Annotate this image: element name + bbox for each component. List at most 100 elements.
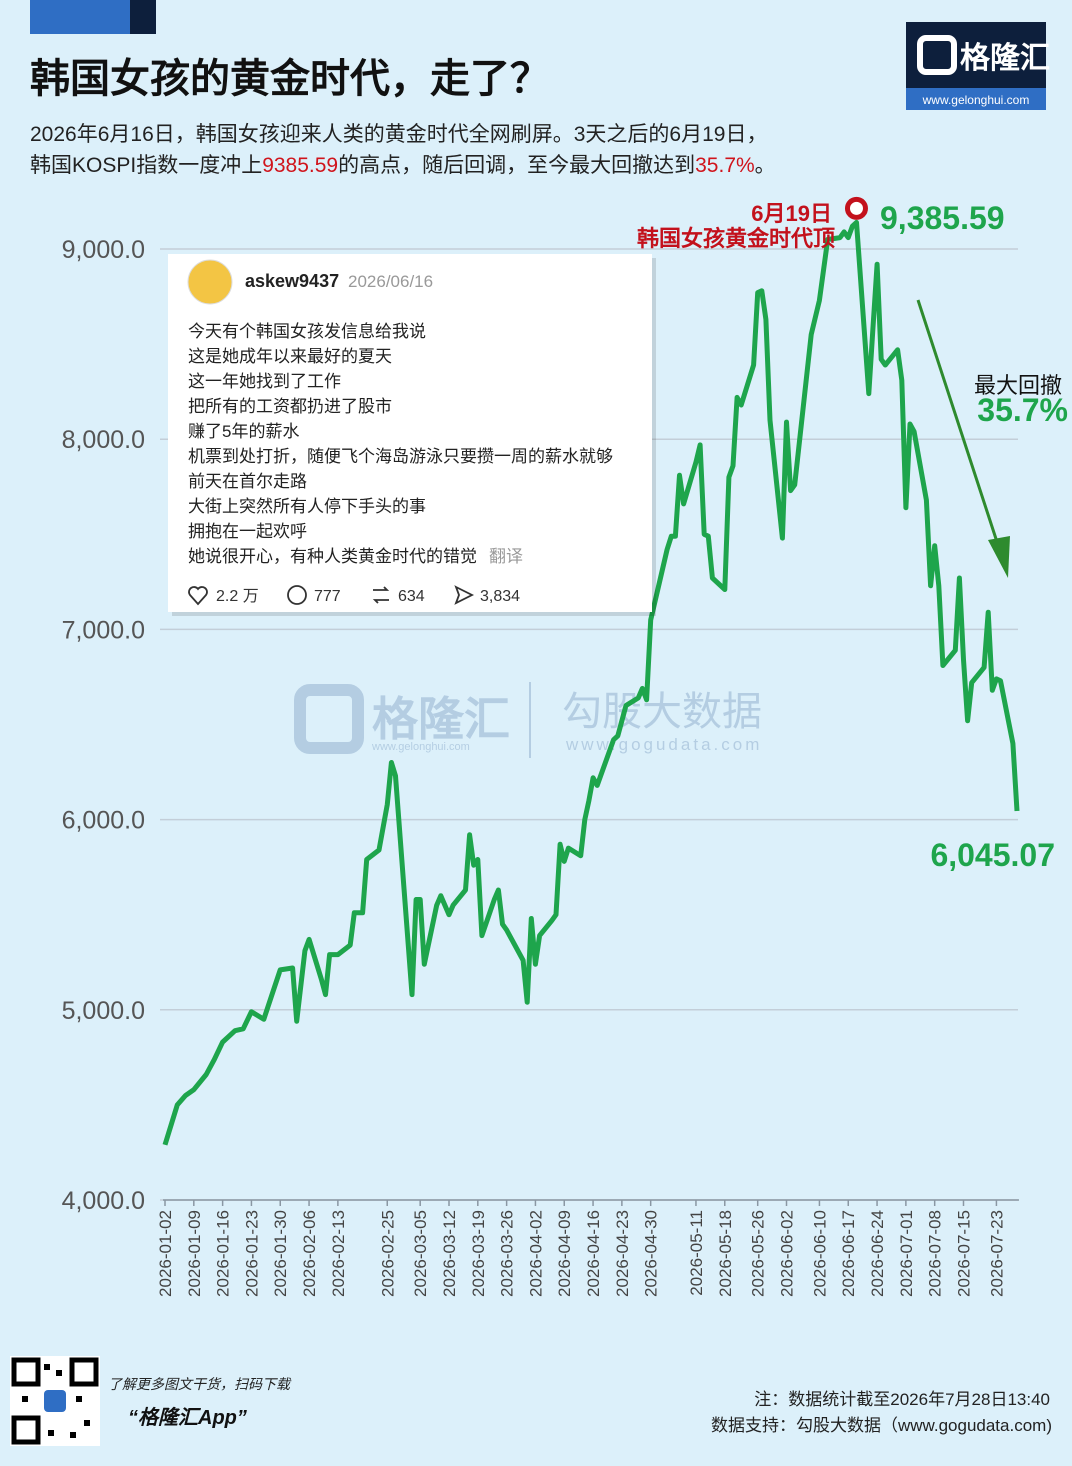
x-tick-label: 2026-03-26 bbox=[498, 1210, 517, 1297]
logo-icon bbox=[917, 35, 957, 75]
tweet-line: 赚了5年的薪水 bbox=[188, 422, 299, 441]
peak-marker bbox=[844, 196, 868, 220]
watermark-icon bbox=[294, 684, 364, 754]
tweet-translate: 翻译 bbox=[489, 547, 523, 566]
qr-finder bbox=[11, 1357, 41, 1387]
tweet-stat: 634 bbox=[398, 588, 425, 605]
footer-promo: 了解更多图文干货，扫码下载 bbox=[108, 1376, 292, 1392]
x-tick-label: 2026-01-16 bbox=[214, 1210, 233, 1297]
subtitle: 2026年6月16日，韩国女孩迎来人类的黄金时代全网刷屏。3天之后的6月19日， bbox=[30, 123, 767, 146]
watermark-url: www.gelonghui.com bbox=[371, 741, 470, 753]
reply-icon bbox=[287, 585, 307, 605]
y-tick-label: 4,000.0 bbox=[62, 1187, 145, 1215]
qr-logo bbox=[44, 1390, 66, 1412]
drawdown-value: 35.7% bbox=[977, 392, 1068, 428]
like-icon bbox=[188, 586, 208, 606]
subtitle-highlight: 9385.59 bbox=[262, 154, 338, 177]
x-tick-label: 2026-07-08 bbox=[926, 1210, 945, 1297]
footer-app: “格隆汇App” bbox=[128, 1406, 247, 1429]
x-tick-label: 2026-03-19 bbox=[469, 1210, 488, 1297]
peak-date: 6月19日 bbox=[751, 201, 832, 226]
corner-block bbox=[30, 0, 130, 34]
x-tick-label: 2026-04-02 bbox=[526, 1210, 545, 1297]
tweet-line: 今天有个韩国女孩发信息给我说 bbox=[188, 322, 426, 341]
tweet-line: 拥抱在一起欢呼 bbox=[188, 522, 307, 541]
card bbox=[168, 254, 652, 612]
watermark-data-url: www.gogudata.com bbox=[565, 735, 762, 754]
x-tick-label: 2026-04-16 bbox=[584, 1210, 603, 1297]
tweet-line: 大街上突然所有人停下手头的事 bbox=[188, 497, 426, 516]
tweet-body: 今天有个韩国女孩发信息给我说这是她成年以来最好的夏天这一年她找到了工作把所有的工… bbox=[188, 322, 613, 566]
x-tick-label: 2026-03-12 bbox=[440, 1210, 459, 1297]
watermark-data-brand: 勾股大数据 bbox=[562, 690, 762, 734]
plot bbox=[162, 196, 1020, 1146]
price-line bbox=[162, 219, 1020, 1146]
tweet-stat: 3,834 bbox=[480, 588, 520, 605]
x-tick-label: 2026-02-25 bbox=[378, 1210, 397, 1297]
y-tick-label: 5,000.0 bbox=[62, 997, 145, 1025]
qr-dots bbox=[22, 1364, 90, 1438]
watermark: 格隆汇 www.gelonghui.com 勾股大数据 www.gogudata… bbox=[294, 682, 762, 758]
x-tick-label: 2026-04-30 bbox=[642, 1210, 661, 1297]
tweet-stat: 2.2 万 bbox=[216, 588, 259, 605]
x-tick-label: 2026-07-23 bbox=[987, 1210, 1006, 1297]
drawdown-title: 最大回撤 bbox=[974, 373, 1062, 398]
x-tick-label: 2026-06-24 bbox=[868, 1210, 887, 1297]
subtitle-part: 韩国KOSPI指数一度冲上 bbox=[30, 154, 262, 177]
watermark-brand: 格隆汇 bbox=[372, 693, 510, 745]
tweet-date: 2026/06/16 bbox=[348, 272, 433, 291]
x-tick-label: 2026-07-15 bbox=[954, 1210, 973, 1297]
y-tick-label: 6,000.0 bbox=[62, 807, 145, 835]
y-tick-label: 7,000.0 bbox=[62, 616, 145, 644]
tweet-line: 前天在首尔走路 bbox=[188, 472, 307, 491]
x-tick-label: 2026-01-02 bbox=[156, 1210, 175, 1297]
logo-url: www.gelonghui.com bbox=[922, 93, 1030, 107]
drawdown-arrowhead bbox=[988, 536, 1010, 578]
drawdown-arrow bbox=[916, 299, 1000, 546]
peak-value: 9,385.59 bbox=[880, 200, 1005, 236]
x-tick-label: 2026-05-18 bbox=[716, 1210, 735, 1297]
subtitle-part: 。 bbox=[755, 154, 776, 177]
x-tick-label: 2026-05-11 bbox=[687, 1210, 706, 1296]
x-tick-label: 2026-07-01 bbox=[897, 1210, 916, 1297]
x-tick-label: 2026-05-26 bbox=[749, 1210, 768, 1297]
y-tick-label: 9,000.0 bbox=[62, 236, 145, 264]
x-tick-label: 2026-01-09 bbox=[185, 1210, 204, 1297]
tweet-line: 这一年她找到了工作 bbox=[188, 372, 341, 391]
logo-name: 格隆汇 bbox=[960, 42, 1050, 75]
x-tick-label: 2026-04-23 bbox=[613, 1210, 632, 1297]
logo-bar bbox=[906, 88, 1046, 110]
x-tick-label: 2026-06-02 bbox=[778, 1210, 797, 1297]
footer-source: 数据支持：勾股大数据（www.gogudata.com) bbox=[711, 1416, 1052, 1435]
tweet-line: 把所有的工资都扔进了股市 bbox=[188, 397, 392, 416]
tweet-line: 机票到处打折，随便飞个海岛游泳只要攒一周的薪水就够 bbox=[188, 447, 613, 466]
corner-block-dark bbox=[130, 0, 156, 34]
x-tick-label: 2026-06-17 bbox=[839, 1210, 858, 1297]
subtitle: 韩国KOSPI指数一度冲上9385.59的高点，随后回调，至今最大回撤达到35.… bbox=[30, 154, 776, 177]
tweet-card: askew9437 2026/06/16 今天有个韩国女孩发信息给我说这是她成年… bbox=[168, 254, 656, 616]
tweet-line: 她说很开心，有种人类黄金时代的错觉 bbox=[188, 547, 477, 566]
x-tick-label: 2026-01-30 bbox=[271, 1210, 290, 1297]
avatar bbox=[187, 259, 233, 305]
tweet-stat: 777 bbox=[314, 588, 341, 605]
x-tick-label: 2026-04-09 bbox=[555, 1210, 574, 1297]
axes: 4,000.0 5,000.0 6,000.0 7,000.0 8,000.0 9,000… bbox=[62, 236, 1019, 1297]
subtitle-highlight: 35.7% bbox=[695, 154, 755, 177]
last-value: 6,045.07 bbox=[930, 837, 1055, 873]
qr-finder bbox=[11, 1415, 41, 1445]
x-tick-label: 2026-03-05 bbox=[411, 1210, 430, 1297]
x-tick-label: 2026-02-06 bbox=[300, 1210, 319, 1297]
repost-icon bbox=[372, 586, 390, 604]
qr-finder bbox=[69, 1357, 99, 1387]
peak-text: 韩国女孩黄金时代顶 bbox=[637, 226, 835, 251]
title: 韩国女孩的黄金时代，走了？ bbox=[30, 56, 550, 101]
subtitle-part: 的高点，随后回调，至今最大回撤达到 bbox=[338, 154, 695, 177]
share-icon bbox=[454, 585, 475, 605]
x-tick-label: 2026-01-23 bbox=[242, 1210, 261, 1297]
tweet-line: 这是她成年以来最好的夏天 bbox=[188, 347, 392, 366]
x-tick-label: 2026-06-10 bbox=[810, 1210, 829, 1297]
tweet-user: askew9437 bbox=[245, 271, 339, 291]
